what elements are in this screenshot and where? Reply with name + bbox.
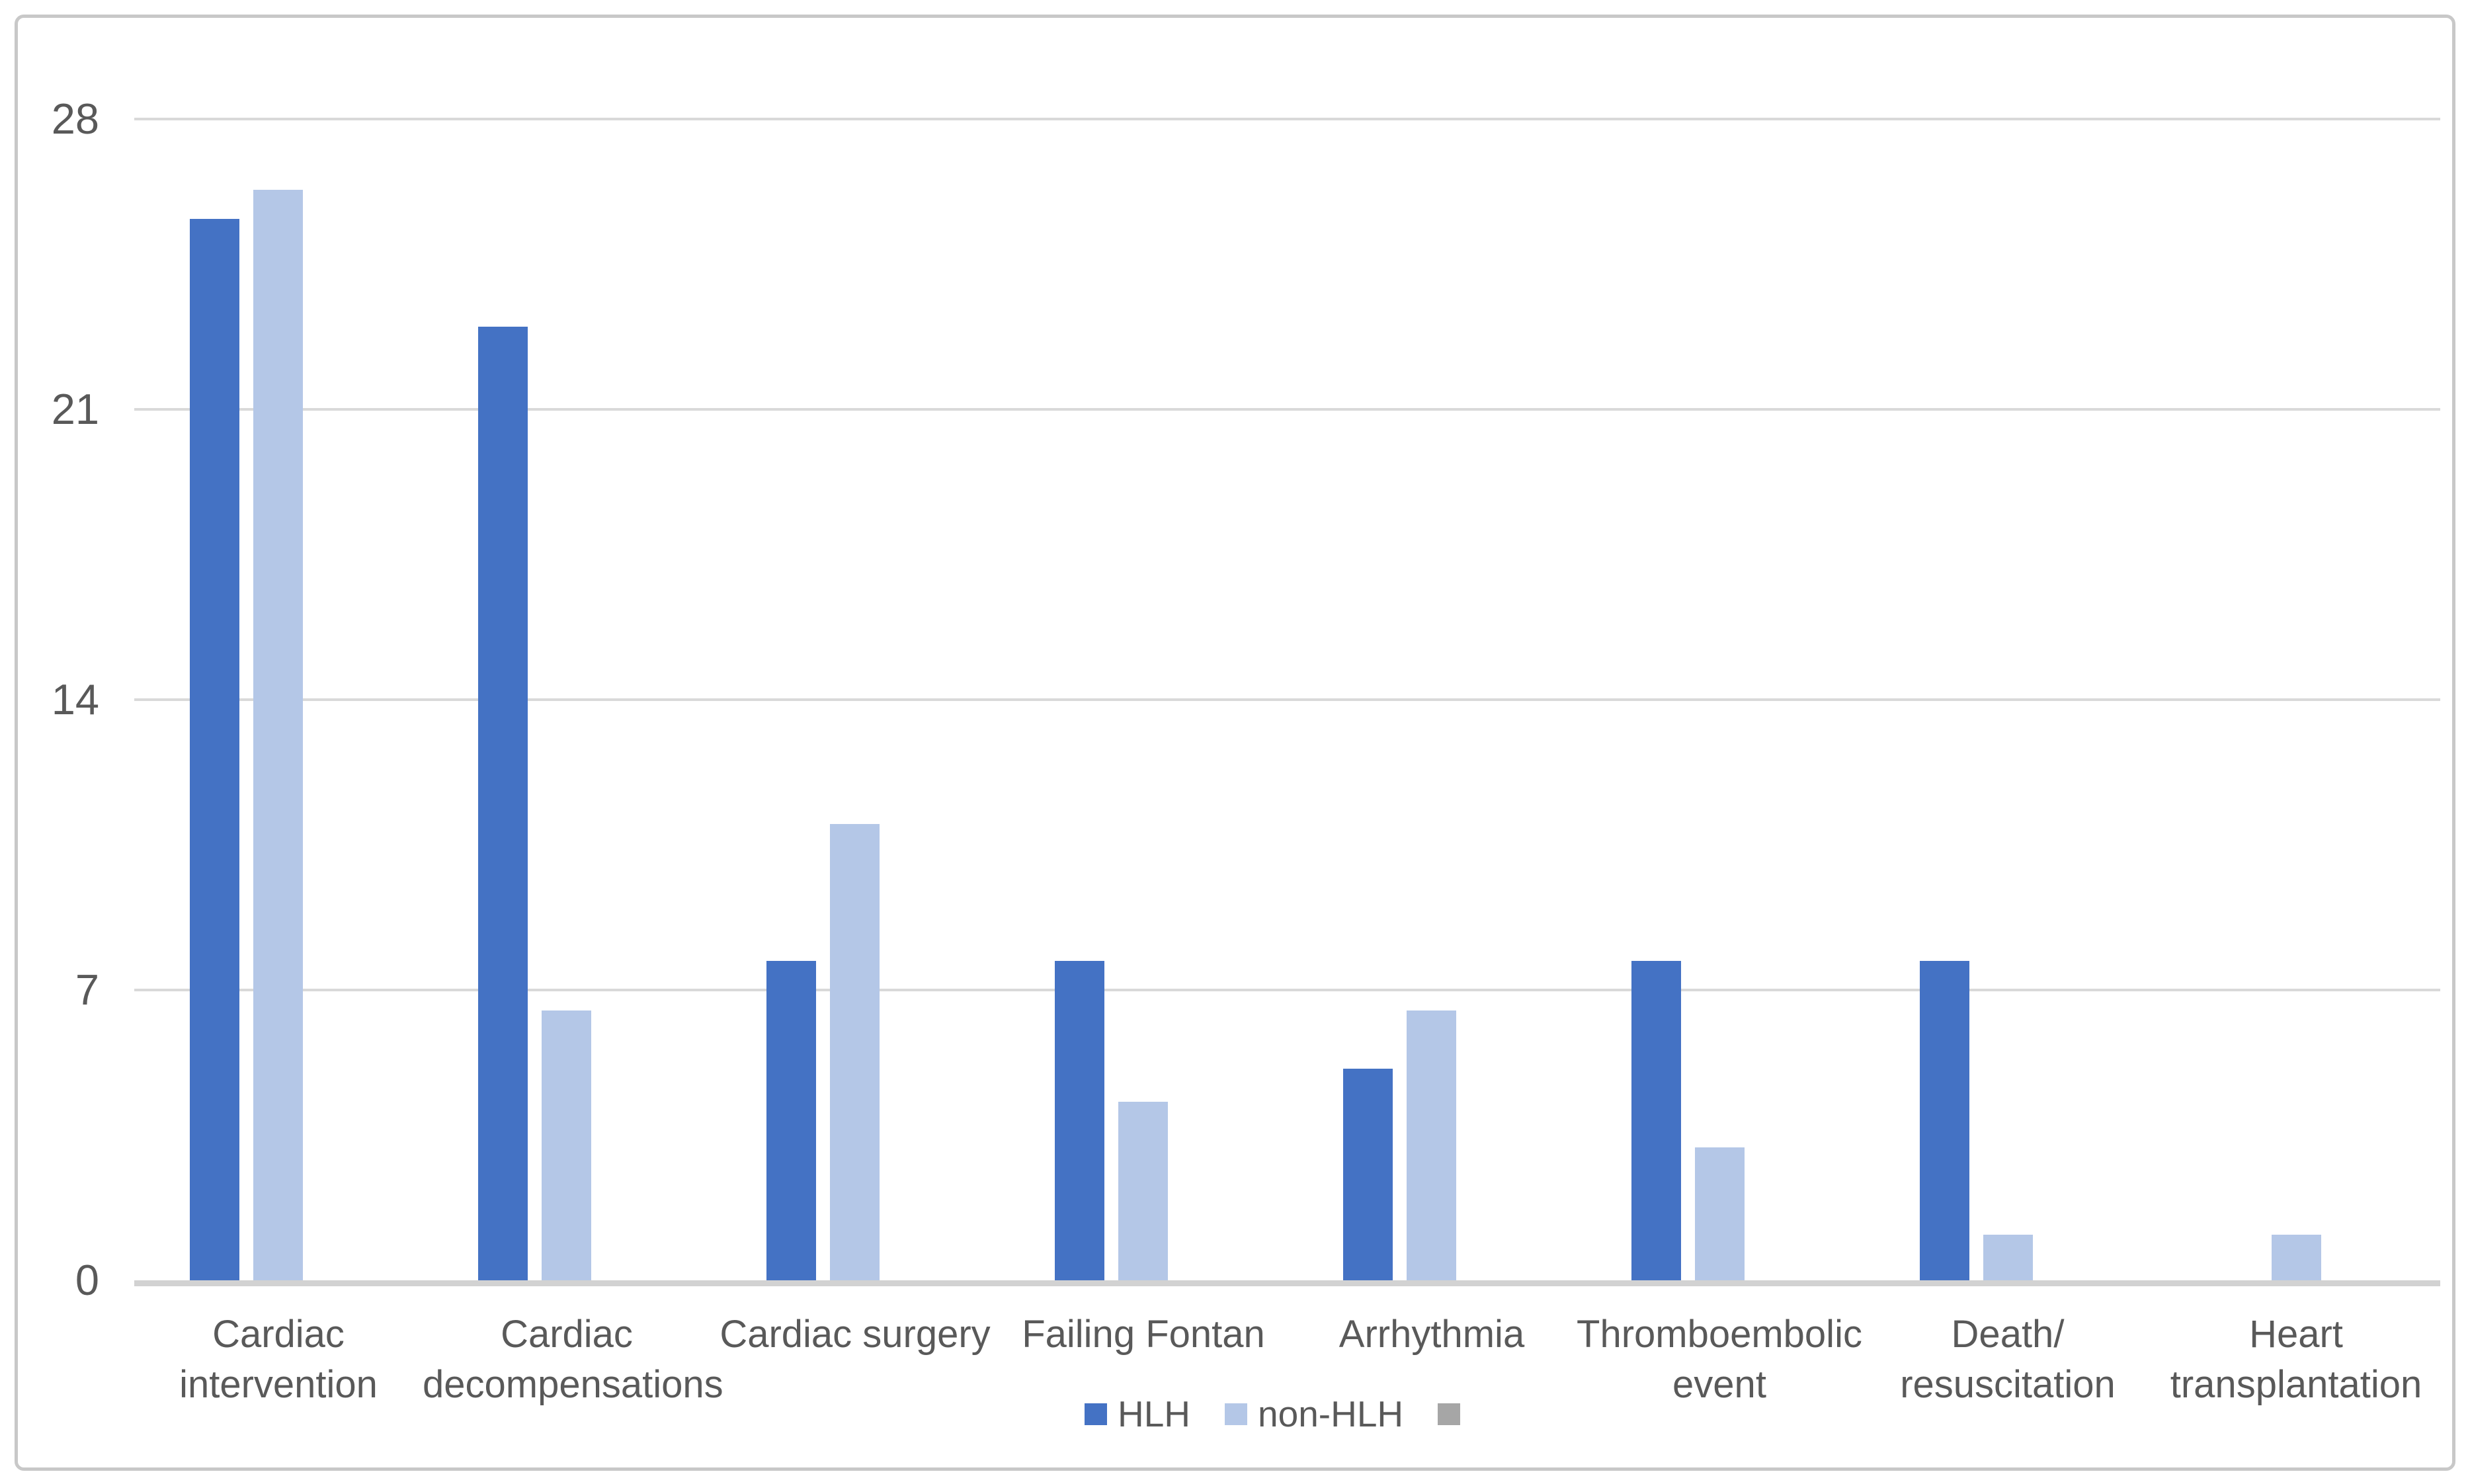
x-label-line: event bbox=[1672, 1363, 1766, 1406]
bar-hlh-failing-fontan bbox=[1055, 961, 1104, 1280]
y-tick-label-0: 0 bbox=[75, 1256, 99, 1304]
x-label-line: Cardiac bbox=[501, 1313, 633, 1356]
x-label-cardiac-surgery: Cardiac surgery bbox=[711, 1309, 999, 1360]
x-label-line: Heart bbox=[2249, 1313, 2343, 1356]
x-label-line: transplantation bbox=[2170, 1363, 2422, 1406]
y-tick-label-28: 28 bbox=[51, 95, 99, 143]
x-label-line: Cardiac surgery bbox=[720, 1313, 991, 1356]
x-label-line: intervention bbox=[179, 1363, 378, 1406]
y-tick-label-14: 14 bbox=[51, 675, 99, 723]
axis-baseline-0 bbox=[134, 1280, 2440, 1286]
x-label-line: resuscitation bbox=[1900, 1363, 2116, 1406]
bar-non-hlh-death-resuscitation bbox=[1983, 1235, 2033, 1280]
bar-hlh-death-resuscitation bbox=[1920, 961, 1969, 1280]
gridline-14 bbox=[134, 698, 2440, 701]
x-label-line: Thromboembolic bbox=[1577, 1313, 1862, 1356]
legend-label-non-hlh: non-HLH bbox=[1258, 1393, 1404, 1434]
bar-hlh-cardiac-decompensations bbox=[478, 327, 528, 1280]
legend: HLH non-HLH bbox=[1085, 1390, 1505, 1438]
x-label-arrhythmia: Arrhythmia bbox=[1288, 1309, 1576, 1360]
legend-swatch-icon-non-hlh bbox=[1225, 1403, 1248, 1425]
gridline-21 bbox=[134, 408, 2440, 411]
gridline-7 bbox=[134, 989, 2440, 991]
x-label-failing-fontan: Failing Fontan bbox=[999, 1309, 1288, 1360]
legend-item-hlh: HLH bbox=[1085, 1393, 1190, 1435]
x-label-line: Failing Fontan bbox=[1022, 1313, 1265, 1356]
bar-hlh-arrhythmia bbox=[1343, 1069, 1393, 1280]
y-tick-label-7: 7 bbox=[75, 966, 99, 1014]
chart-border-frame bbox=[15, 15, 2455, 1471]
legend-label-hlh: HLH bbox=[1118, 1393, 1191, 1434]
x-label-heart-transplantation: Heart transplantation bbox=[2152, 1309, 2440, 1410]
x-label-line: Cardiac bbox=[212, 1313, 345, 1356]
x-label-death-resuscitation: Death/resuscitation bbox=[1864, 1309, 2152, 1410]
bar-hlh-cardiac-intervention bbox=[190, 219, 239, 1280]
bar-non-hlh-thromboembolic-event bbox=[1695, 1147, 1745, 1280]
bar-non-hlh-arrhythmia bbox=[1407, 1010, 1456, 1280]
bar-non-hlh-cardiac-decompensations bbox=[542, 1010, 591, 1280]
x-label-line: Death/ bbox=[1951, 1313, 2065, 1356]
bar-non-hlh-heart-transplantation bbox=[2272, 1235, 2321, 1280]
legend-item-series-3 bbox=[1438, 1403, 1471, 1425]
bar-non-hlh-failing-fontan bbox=[1118, 1102, 1168, 1280]
legend-swatch-icon-hlh bbox=[1085, 1403, 1107, 1425]
x-label-cardiac-decompensations: Cardiac decompensations bbox=[423, 1309, 723, 1410]
y-tick-label-21: 21 bbox=[51, 385, 99, 433]
bar-non-hlh-cardiac-surgery bbox=[830, 824, 880, 1280]
legend-swatch-icon-series-3 bbox=[1438, 1403, 1461, 1425]
legend-item-non-hlh: non-HLH bbox=[1225, 1393, 1403, 1435]
x-label-line: decompensations bbox=[423, 1363, 723, 1406]
bar-hlh-cardiac-surgery bbox=[766, 961, 816, 1280]
x-label-thromboembolic-event: Thromboembolic event bbox=[1575, 1309, 1864, 1410]
gridline-28 bbox=[134, 118, 2440, 120]
bar-non-hlh-cardiac-intervention bbox=[253, 190, 303, 1280]
x-label-cardiac-intervention: Cardiac intervention bbox=[134, 1309, 423, 1410]
bar-hlh-thromboembolic-event bbox=[1631, 961, 1681, 1280]
x-label-line: Arrhythmia bbox=[1338, 1313, 1525, 1356]
